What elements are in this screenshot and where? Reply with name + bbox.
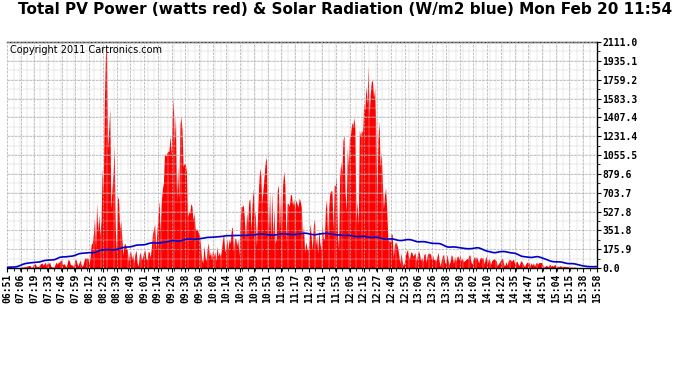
Text: Total PV Power (watts red) & Solar Radiation (W/m2 blue) Mon Feb 20 11:54: Total PV Power (watts red) & Solar Radia… <box>18 2 672 17</box>
Text: Copyright 2011 Cartronics.com: Copyright 2011 Cartronics.com <box>10 45 162 56</box>
